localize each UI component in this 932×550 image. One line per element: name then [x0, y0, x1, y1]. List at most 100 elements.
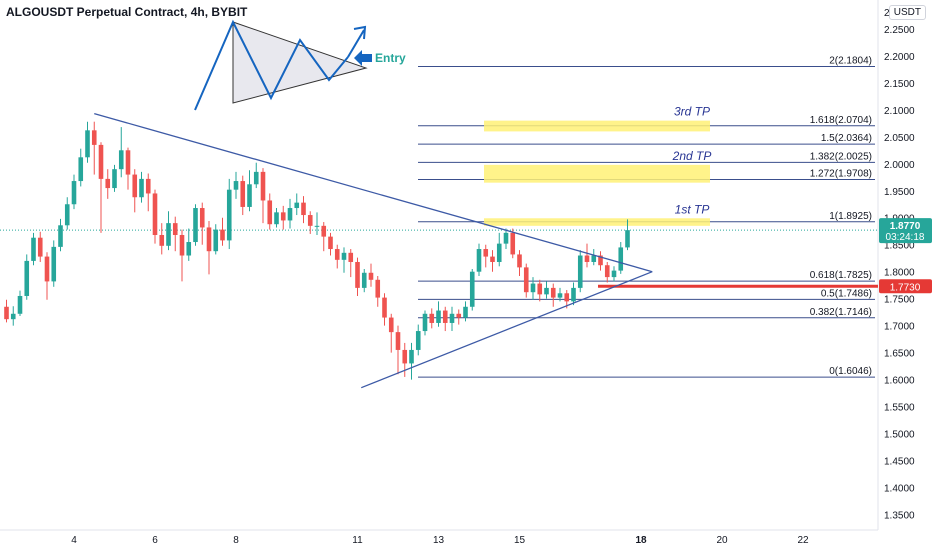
- candle-body: [152, 193, 158, 236]
- candle-body: [591, 255, 597, 262]
- y-tick-label: 2.2000: [884, 52, 915, 63]
- candle-body: [402, 349, 408, 364]
- candle-body: [78, 157, 84, 182]
- candle-body: [226, 189, 232, 241]
- sketch-breakout-line: [347, 29, 365, 58]
- candle-body: [193, 208, 198, 243]
- candle-body: [537, 283, 543, 295]
- candle-body: [395, 332, 401, 350]
- x-tick-label: 15: [514, 535, 526, 546]
- candle-body: [382, 297, 387, 318]
- candle-body: [145, 178, 151, 194]
- tp-zone-label: 2nd TP: [672, 149, 712, 163]
- y-tick-label: 1.4000: [884, 484, 915, 495]
- candle-countdown: 03:24:18: [886, 232, 925, 243]
- candle-body: [233, 181, 239, 190]
- candle-body: [10, 313, 16, 320]
- candle-body: [213, 229, 219, 252]
- y-tick-label: 1.4500: [884, 457, 915, 468]
- candle-body: [307, 215, 313, 226]
- candle-body: [280, 212, 286, 221]
- candle-body: [422, 313, 428, 332]
- candle-body: [179, 235, 185, 256]
- tp-zone: [484, 218, 710, 226]
- candle-body: [240, 181, 246, 207]
- current-price-value: 1.8770: [890, 221, 921, 232]
- y-tick-label: 2.1000: [884, 106, 915, 117]
- candle-body: [314, 225, 320, 227]
- candle-body: [442, 310, 448, 323]
- candle-body: [618, 247, 624, 271]
- candle-body: [58, 225, 63, 247]
- candle-body: [321, 225, 327, 237]
- candle-body: [37, 237, 43, 257]
- candle-body: [4, 306, 9, 320]
- tp-zone: [484, 164, 710, 183]
- candle-body: [98, 144, 104, 179]
- candle-body: [456, 313, 462, 318]
- candle-body: [361, 272, 367, 288]
- currency-selector[interactable]: USDT: [888, 5, 926, 20]
- candle-body: [355, 261, 360, 288]
- candle-body: [550, 287, 556, 298]
- candle-body: [260, 171, 266, 201]
- y-tick-label: 1.5500: [884, 403, 915, 414]
- upper-trendline: [94, 112, 653, 273]
- candle-body: [253, 171, 259, 185]
- fib-level-label: 0.618(1.7825): [810, 270, 872, 281]
- candle-body: [220, 229, 225, 241]
- fib-level-label: 1.382(2.0025): [810, 151, 872, 162]
- candle-body: [510, 232, 516, 255]
- entry-arrow-icon: [354, 50, 372, 66]
- candle-body: [368, 272, 374, 280]
- candle-body: [287, 208, 293, 221]
- x-tick-label: 11: [352, 535, 363, 546]
- x-tick-label: 6: [152, 535, 158, 546]
- candle-body: [274, 212, 279, 225]
- y-tick-label: 1.5000: [884, 430, 915, 441]
- fib-level-label: 0(1.6046): [829, 366, 872, 377]
- candle-body: [105, 178, 111, 189]
- candle-body: [611, 270, 617, 278]
- y-tick-label: 1.7500: [884, 295, 915, 306]
- breakout-arrow-icon: [353, 25, 367, 40]
- y-tick-label: 1.8500: [884, 241, 915, 252]
- candle-body: [496, 243, 502, 262]
- candle-body: [375, 279, 381, 298]
- candle-body: [429, 313, 435, 323]
- y-tick-label: 1.9500: [884, 187, 915, 198]
- y-tick-label: 2.1500: [884, 79, 915, 90]
- candle-body: [530, 283, 536, 293]
- tp-zone: [484, 120, 710, 132]
- candle-body: [199, 208, 205, 228]
- candle-body: [301, 202, 306, 216]
- candle-body: [523, 267, 529, 293]
- y-tick-label: 2.0500: [884, 133, 915, 144]
- y-tick-label: 1.3500: [884, 511, 915, 522]
- candle-body: [449, 313, 455, 323]
- candle-body: [44, 256, 50, 282]
- tp-zone-label: 3rd TP: [674, 105, 710, 119]
- candle-body: [564, 293, 570, 302]
- candle-body: [64, 204, 70, 226]
- candle-body: [139, 178, 144, 198]
- candle-body: [415, 331, 421, 350]
- candle-body: [71, 181, 77, 205]
- x-tick-label: 13: [433, 535, 445, 546]
- lower-trendline: [361, 271, 653, 389]
- current-price-badge: [879, 218, 932, 244]
- x-tick-label: 20: [716, 535, 728, 546]
- candle-body: [604, 265, 610, 278]
- candle-body: [125, 150, 131, 175]
- candle-body: [31, 237, 36, 261]
- y-tick-label: 2.2500: [884, 25, 915, 36]
- candle-body: [334, 249, 340, 260]
- candle-body: [463, 306, 468, 318]
- y-tick-label: 2: [884, 8, 890, 19]
- candle-body: [544, 287, 549, 295]
- candle-body: [186, 242, 192, 256]
- x-tick-label: 18: [635, 535, 647, 546]
